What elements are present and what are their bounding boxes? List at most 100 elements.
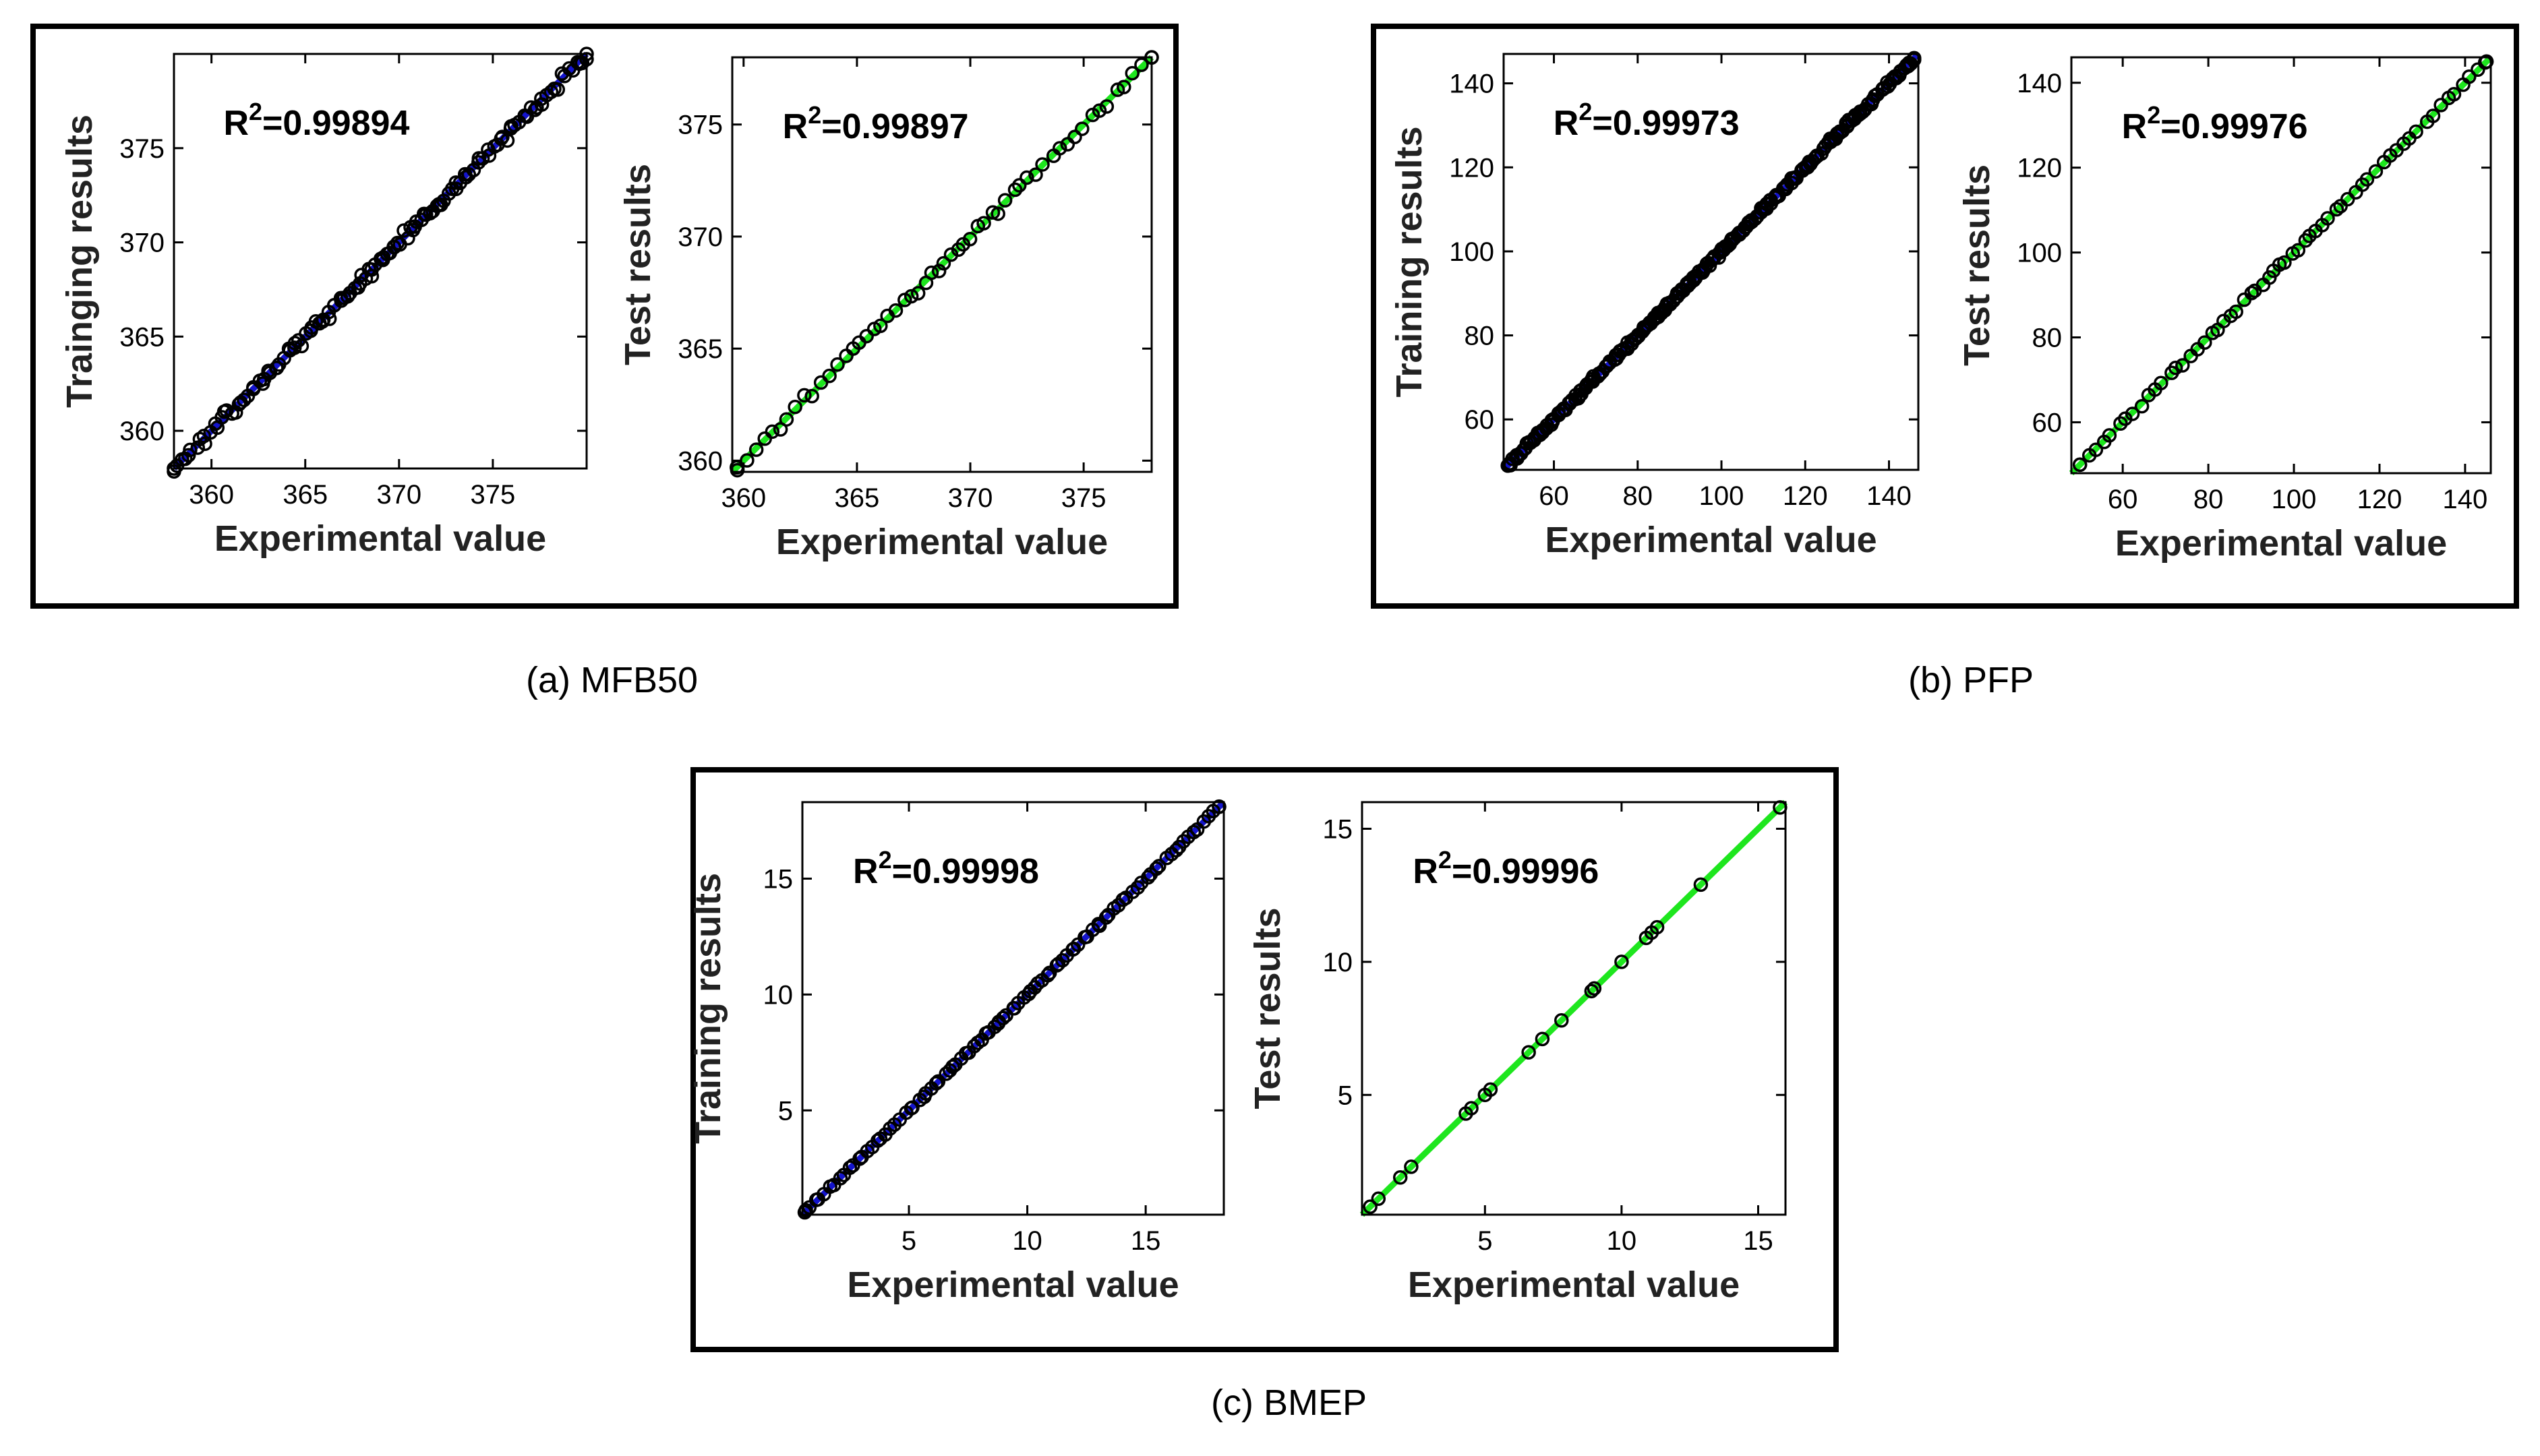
data-point: [859, 328, 874, 344]
data-point: [1067, 129, 1082, 144]
data-point: [797, 1205, 813, 1220]
data-point: [1149, 861, 1164, 876]
data-point: [936, 255, 951, 271]
data-point: [1554, 1013, 1569, 1028]
y-tick-label: 60: [1465, 405, 1495, 435]
data-point: [1169, 843, 1184, 858]
r-squared-annotation: R2=0.99998: [853, 846, 1039, 891]
y-tick-label: 140: [1449, 69, 1494, 99]
r-squared-annotation: R2=0.99973: [1554, 98, 1740, 143]
data-point: [2425, 109, 2441, 123]
data-point: [797, 388, 812, 403]
x-axis-label: Experimental value: [1545, 520, 1877, 560]
chart-pfp-test: 60 80 100 120 140 60 80 100 120 140 Experimental v…: [1957, 54, 2494, 564]
data-point: [2168, 360, 2183, 375]
x-tick-label: 100: [1699, 481, 1744, 511]
data-point: [2409, 124, 2423, 140]
y-tick-label: 360: [678, 446, 723, 476]
data-point: [1521, 1045, 1536, 1060]
y-tick-label: 120: [1449, 153, 1494, 183]
data-point: [833, 1171, 848, 1186]
data-point: [1693, 877, 1709, 892]
x-tick-label: 140: [2443, 485, 2488, 514]
data-point: [1134, 57, 1149, 72]
data-point: [748, 442, 764, 457]
data-point: [1035, 157, 1050, 172]
x-tick-label: 365: [283, 480, 328, 510]
data-point: [2368, 164, 2384, 179]
x-tick-label: 60: [1539, 481, 1569, 511]
y-tick-label: 5: [778, 1096, 793, 1126]
y-tick-label: 80: [1465, 322, 1495, 351]
data-point: [2088, 442, 2104, 458]
y-axis-label: Test results: [1247, 907, 1288, 1109]
y-tick-label: 370: [119, 229, 165, 258]
data-point: [1535, 1031, 1550, 1047]
data-point: [779, 412, 794, 427]
data-point: [924, 265, 939, 280]
y-tick-label: 365: [678, 334, 723, 364]
data-point: [931, 1074, 946, 1089]
x-tick-label: 370: [948, 483, 993, 513]
data-point: [459, 170, 473, 185]
x-tick-label: 120: [2357, 485, 2402, 514]
fit-line: [1359, 799, 1788, 1217]
data-point: [550, 82, 566, 97]
chart-mfb50-training: 360 365 370 375 360 365 370 375 Experimental val…: [59, 47, 594, 559]
x-tick-label: 140: [1866, 481, 1912, 511]
y-tick-label: 370: [678, 222, 723, 252]
panel-c-caption: (c) BMEP: [1211, 1383, 1367, 1423]
y-tick-label: 5: [1338, 1081, 1353, 1110]
data-point: [1584, 983, 1599, 999]
data-point: [2446, 86, 2462, 102]
r-squared-annotation: R2=0.99897: [783, 101, 969, 146]
data-point: [2102, 428, 2117, 443]
x-axis-label: Experimental value: [847, 1265, 1179, 1305]
data-point: [1464, 1101, 1479, 1116]
data-point: [543, 84, 559, 99]
data-point: [1028, 167, 1043, 182]
y-tick-label: 375: [678, 111, 723, 140]
data-point: [1125, 65, 1140, 81]
y-tick-label: 365: [119, 322, 165, 352]
y-tick-label: 80: [2032, 324, 2063, 353]
data-point: [2244, 286, 2260, 301]
y-tick-label: 120: [2017, 154, 2062, 183]
x-tick-label: 100: [2272, 485, 2317, 514]
axes-box: [1361, 801, 1787, 1216]
data-point: [910, 286, 926, 301]
y-tick-label: 375: [119, 134, 165, 164]
x-tick-label: 15: [1131, 1226, 1161, 1256]
data-point: [2175, 358, 2190, 373]
x-tick-label: 15: [1743, 1226, 1773, 1256]
data-point: [804, 388, 819, 404]
data-point: [999, 1008, 1013, 1023]
data-point: [2291, 243, 2306, 257]
data-point: [2277, 255, 2292, 270]
r-squared-annotation: R2=0.99996: [1413, 846, 1599, 891]
data-point: [1051, 957, 1066, 971]
data-point: [995, 1010, 1011, 1026]
data-point: [904, 289, 919, 304]
data-point: [287, 340, 302, 355]
x-tick-label: 10: [1012, 1226, 1042, 1256]
data-point: [2359, 172, 2375, 187]
data-point: [2433, 98, 2448, 113]
x-tick-label: 360: [189, 480, 234, 510]
data-point: [928, 1076, 944, 1091]
panel-a-frame: [30, 24, 1179, 609]
data-point: [1092, 103, 1107, 118]
data-point: [1075, 121, 1090, 136]
data-point: [1053, 141, 1067, 156]
x-axis-label: Experimental value: [2115, 523, 2447, 564]
x-tick-label: 80: [1623, 481, 1653, 511]
data-point: [1023, 983, 1038, 999]
data-point: [1404, 1159, 1419, 1174]
y-axis-label: Training results: [688, 873, 728, 1144]
data-point: [1212, 799, 1227, 814]
panel-b-caption: (b) PFP: [1908, 660, 2034, 700]
data-point: [2320, 211, 2335, 226]
axes-box: [801, 801, 1225, 1216]
x-tick-label: 60: [2108, 485, 2138, 514]
x-axis-label: Experimental value: [776, 522, 1108, 562]
